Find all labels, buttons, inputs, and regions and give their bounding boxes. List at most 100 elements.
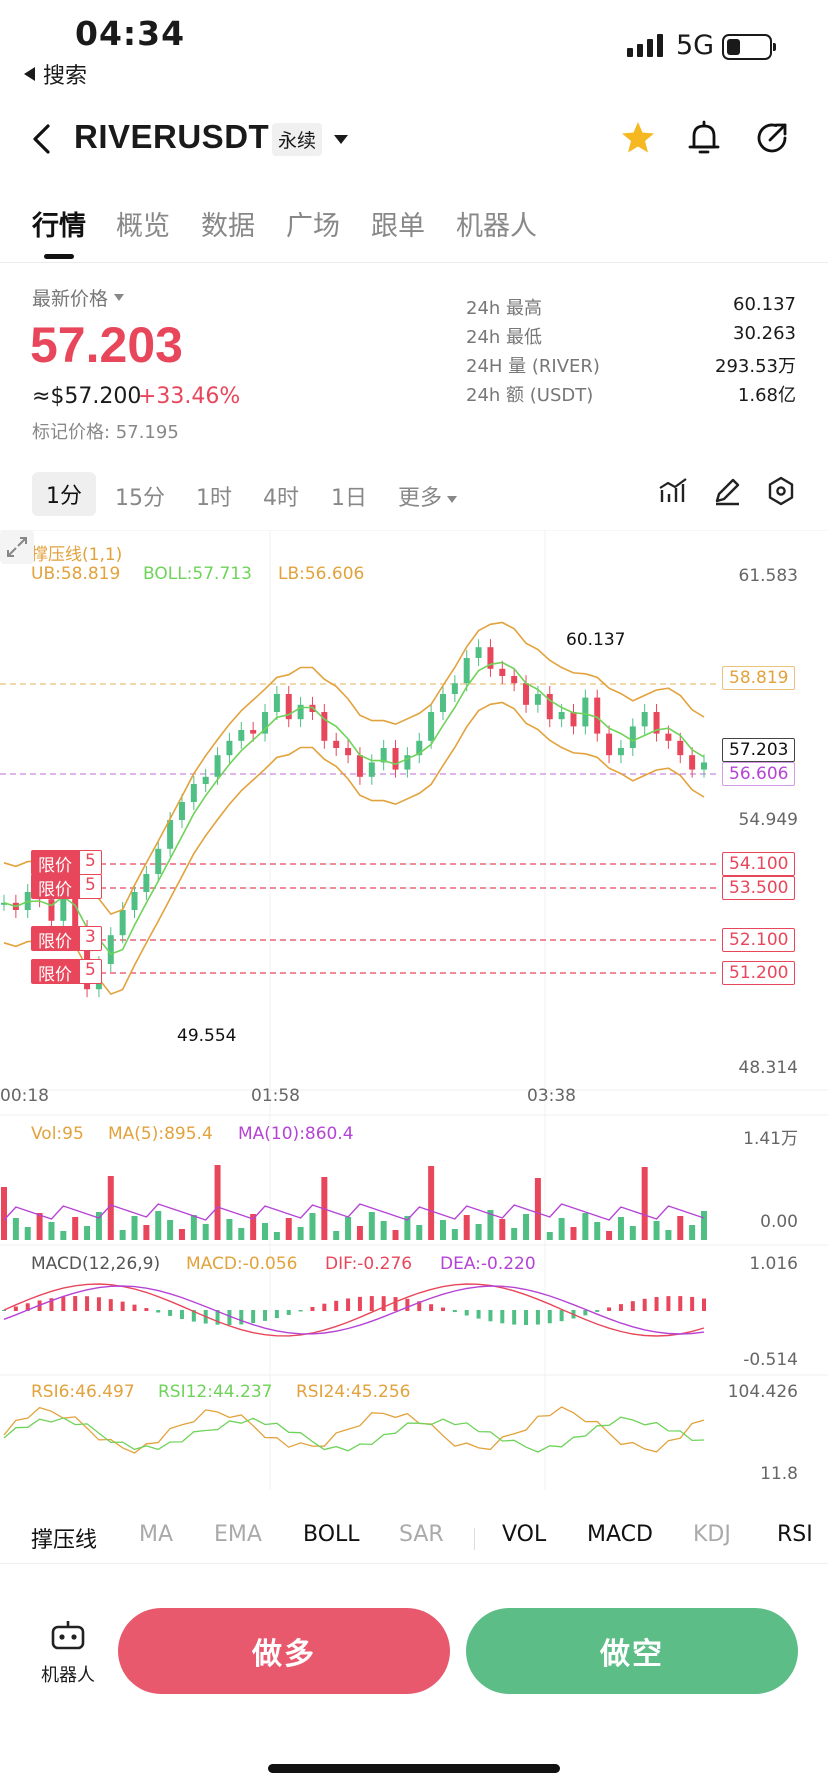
axis-top-label: 61.583	[738, 566, 798, 586]
ind-tab-sar[interactable]: SAR	[399, 1522, 444, 1547]
time-label: 01:58	[251, 1086, 300, 1106]
ind-tab-sr[interactable]: 撑压线	[31, 1528, 98, 1553]
back-to-search[interactable]: 搜索	[24, 58, 87, 90]
macd-bar	[263, 1310, 268, 1321]
ub-label: UB:58.819	[31, 564, 121, 584]
candle	[511, 676, 518, 684]
symbol-title[interactable]: RIVERUSDT	[74, 118, 270, 155]
candle	[143, 874, 150, 892]
ind-tab-rsi[interactable]: RSI	[777, 1522, 813, 1547]
order-tag[interactable]: 限价 5	[31, 874, 102, 900]
divider	[0, 262, 828, 263]
candle	[416, 740, 423, 756]
share-icon[interactable]	[752, 118, 792, 158]
last-price-box: 57.203	[722, 738, 796, 762]
kline-chart-canvas[interactable]	[0, 530, 828, 1490]
volume-bar	[606, 1231, 613, 1240]
volume-bar	[546, 1232, 553, 1240]
macd-bar	[156, 1310, 161, 1313]
macd-bar	[286, 1310, 291, 1315]
symbol-dropdown-icon[interactable]	[334, 135, 348, 144]
candle	[107, 935, 114, 964]
ind-tab-vol[interactable]: VOL	[502, 1522, 547, 1547]
bell-icon[interactable]	[684, 118, 724, 158]
ind-tab-kdj[interactable]: KDJ	[693, 1522, 731, 1547]
volume-bar	[273, 1232, 280, 1240]
candle	[677, 740, 684, 756]
volume-bar	[95, 1212, 102, 1240]
last-price: 57.203	[30, 317, 183, 373]
settings-hexagon-icon[interactable]	[764, 474, 798, 508]
short-button[interactable]: 做空	[466, 1608, 798, 1694]
volume-bar	[36, 1213, 43, 1240]
tab-overview[interactable]: 概览	[116, 211, 170, 242]
stat-volume: 24H 量 (RIVER) 293.53万	[466, 352, 796, 381]
long-button[interactable]: 做多	[118, 1608, 450, 1694]
time-label: 03:38	[527, 1086, 576, 1106]
ind-tab-ma[interactable]: MA	[139, 1522, 174, 1547]
rsi-max-label: 104.426	[727, 1382, 798, 1402]
boll-label: BOLL:57.713	[143, 564, 252, 584]
expand-icon[interactable]	[0, 530, 34, 564]
volume-bar	[617, 1217, 624, 1240]
boll-mid-line	[3, 661, 705, 956]
volume-bar	[285, 1218, 292, 1240]
volume-bar	[178, 1229, 185, 1240]
candle	[475, 647, 482, 658]
macd-title: MACD(12,26,9)	[31, 1254, 161, 1274]
candle	[167, 820, 174, 849]
volume-bar	[511, 1228, 518, 1240]
candle	[226, 740, 233, 756]
ind-tab-ema[interactable]: EMA	[214, 1522, 262, 1547]
volume-bar	[226, 1219, 233, 1240]
volume-bar	[119, 1230, 126, 1240]
candle	[155, 848, 162, 874]
tab-data[interactable]: 数据	[201, 211, 255, 242]
ind-tab-macd[interactable]: MACD	[587, 1522, 653, 1547]
volume-bar	[84, 1226, 91, 1240]
latest-price-label[interactable]: 最新价格	[32, 284, 125, 311]
interval-15m[interactable]: 15分	[115, 486, 165, 511]
interval-1m[interactable]: 1分	[32, 472, 96, 516]
interval-4h[interactable]: 4时	[263, 486, 299, 511]
order-type: 限价	[31, 874, 79, 900]
ind-tab-boll[interactable]: BOLL	[303, 1522, 360, 1547]
macd-bar	[381, 1296, 386, 1311]
order-tag[interactable]: 限价 3	[31, 926, 102, 952]
kline-chart[interactable]: 撑压线(1,1) UB:58.819 BOLL:57.713 LB:56.606…	[0, 530, 828, 1490]
stat-key: 24h 额 (USDT)	[466, 385, 594, 406]
indicator-chart-icon[interactable]	[656, 474, 690, 508]
macd-bar	[583, 1310, 588, 1316]
interval-more[interactable]: 更多	[398, 480, 458, 512]
robot-button[interactable]: 机器人	[36, 1620, 100, 1687]
interval-1h[interactable]: 1时	[196, 486, 232, 511]
macd-bar	[642, 1298, 647, 1311]
candle	[606, 733, 613, 756]
candle	[463, 658, 470, 684]
order-type: 限价	[31, 850, 79, 876]
macd-bar	[85, 1296, 90, 1311]
interval-1d[interactable]: 1日	[331, 486, 367, 511]
tab-square[interactable]: 广场	[286, 211, 340, 242]
back-arrow-icon[interactable]	[26, 122, 60, 156]
star-icon[interactable]	[618, 118, 658, 158]
macd-bar	[535, 1310, 540, 1325]
draw-pen-icon[interactable]	[710, 474, 744, 508]
stat-turnover: 24h 额 (USDT) 1.68亿	[466, 381, 796, 410]
volume-bar	[428, 1166, 435, 1240]
boll-upper-line	[3, 621, 705, 916]
header: RIVERUSDT 永续	[0, 100, 828, 180]
candle	[262, 712, 269, 734]
main-tabs: 行情 概览 数据 广场 跟单 机器人	[0, 196, 828, 260]
macd-bar	[13, 1306, 18, 1311]
macd-bar	[61, 1296, 66, 1311]
order-tag[interactable]: 限价 5	[31, 959, 102, 985]
volume-bar	[202, 1224, 209, 1240]
stat-key: 24h 最低	[466, 327, 543, 348]
macd-bar	[96, 1297, 101, 1311]
order-tag[interactable]: 限价 5	[31, 850, 102, 876]
tab-robot[interactable]: 机器人	[456, 211, 537, 242]
tab-copy-trade[interactable]: 跟单	[371, 211, 425, 242]
candle	[345, 748, 352, 756]
tab-market[interactable]: 行情	[32, 211, 86, 242]
